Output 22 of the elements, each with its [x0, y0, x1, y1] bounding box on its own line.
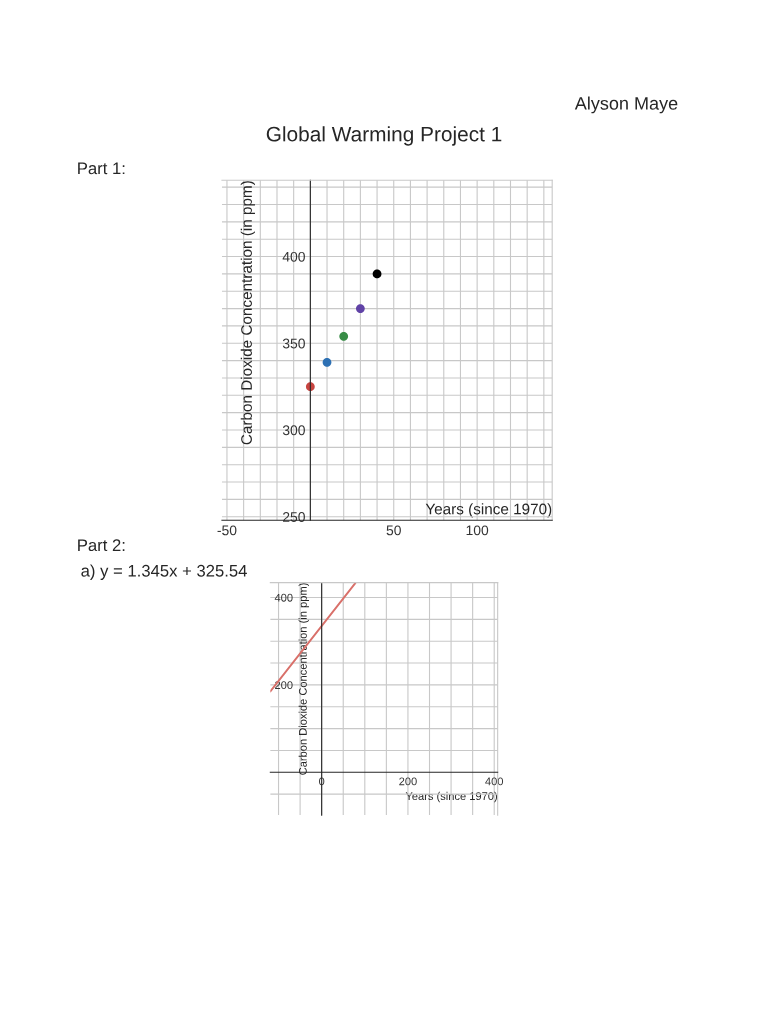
y-tick-label: 250 [283, 512, 305, 522]
x-tick-label: 200 [399, 777, 417, 786]
text: Alyson Maye [574, 96, 678, 114]
point [322, 357, 332, 367]
text: Part 1: [78, 162, 125, 175]
x-tick-label: 100 [466, 525, 489, 536]
x-axis-title: Years (since 1970) [405, 791, 497, 803]
y-axis-title: Carbon Dioxide Concentration (in ppm) [240, 181, 255, 445]
x-tick-label: -50 [217, 525, 237, 536]
y-tick-label: 350 [282, 338, 305, 349]
chart-title: Global Warming Project 1 [266, 126, 502, 146]
point [372, 269, 382, 279]
text: a) y = 1.345x + 325.54 [81, 564, 247, 580]
text: Part 2: [78, 539, 125, 552]
y-tick-label: 300 [282, 425, 305, 436]
x-tick-label: 50 [386, 525, 401, 536]
point [355, 304, 365, 313]
x-axis-title: Years (since 1970) [425, 503, 552, 518]
y-tick-label: 400 [282, 251, 305, 262]
point [339, 331, 349, 341]
x-tick-label: 400 [485, 777, 504, 786]
y-axis-title: Carbon Dioxide Concentration (in ppm) [298, 583, 309, 775]
